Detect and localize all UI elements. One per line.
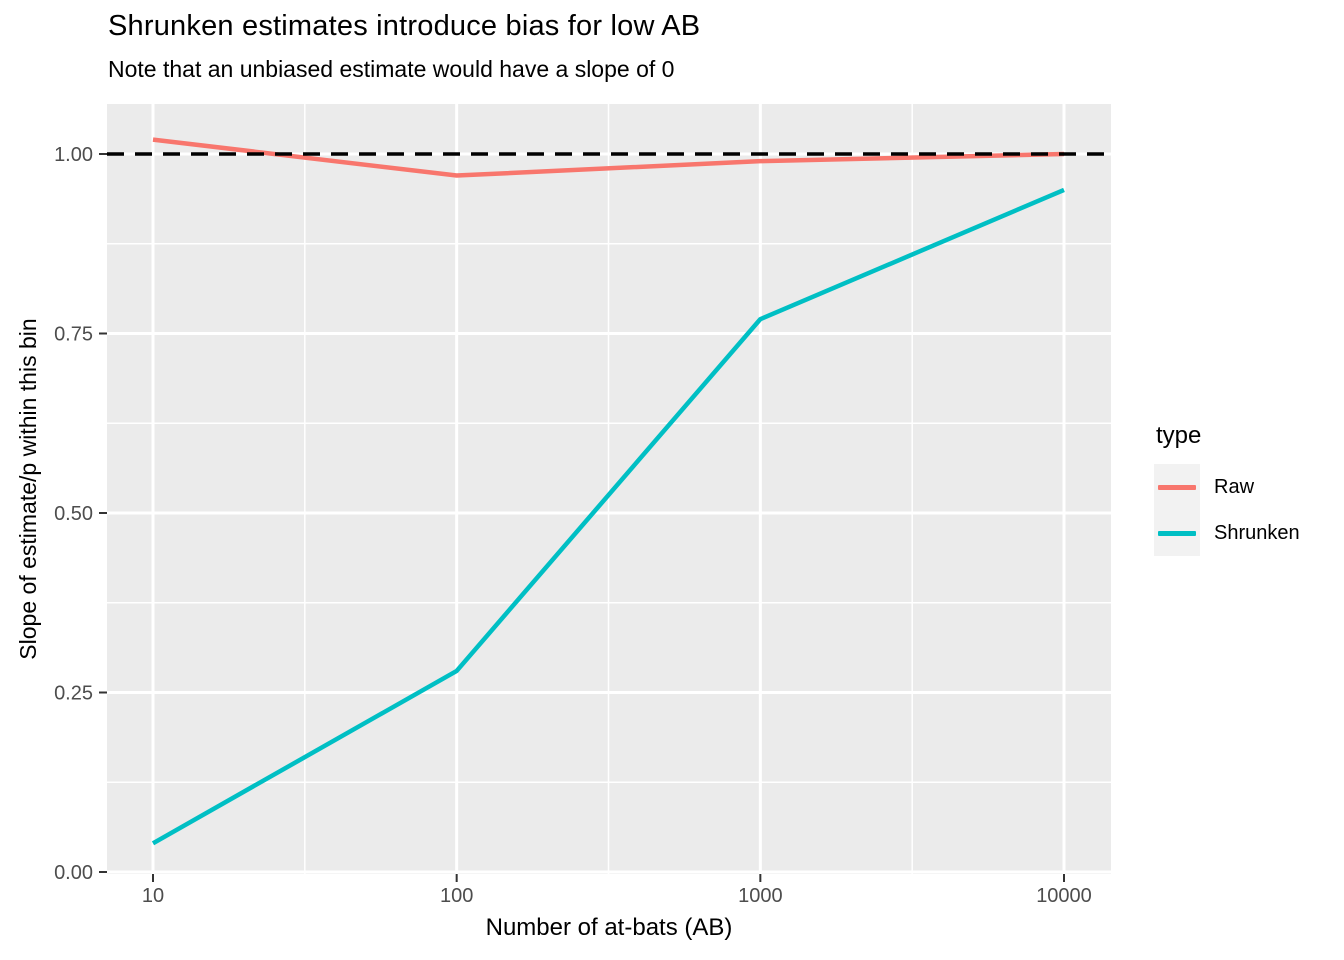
- chart-title: Shrunken estimates introduce bias for lo…: [108, 10, 701, 42]
- shrunken-line: [151, 187, 1065, 846]
- shrunken-line-swatch: [1158, 530, 1196, 536]
- raw-line: [152, 137, 1065, 178]
- legend-key-raw: [1154, 464, 1200, 510]
- y-tick-label: 0.00: [54, 862, 93, 884]
- raw-line-swatch: [1158, 484, 1196, 490]
- y-tick-label: 1.00: [54, 144, 93, 166]
- legend-entry-shrunken: Shrunken: [1154, 510, 1300, 556]
- legend-keys: Raw Shrunken: [1154, 464, 1300, 556]
- legend: type Raw Shrunken: [1154, 422, 1300, 556]
- x-tick-label: 100: [440, 885, 473, 907]
- chart-subtitle: Note that an unbiased estimate would hav…: [108, 56, 675, 82]
- x-tick-label: 1000: [738, 885, 783, 907]
- y-tick-label: 0.50: [54, 503, 93, 525]
- x-axis-title: Number of at-bats (AB): [485, 914, 733, 941]
- legend-title: type: [1156, 422, 1202, 449]
- y-axis-title: Slope of estimate/p within this bin: [15, 318, 41, 660]
- legend-entry-raw: Raw: [1154, 464, 1300, 510]
- legend-label-shrunken: Shrunken: [1214, 521, 1300, 544]
- y-tick-label: 0.25: [54, 683, 93, 705]
- x-tick-label: 10000: [1036, 885, 1092, 907]
- y-tick-label: 0.75: [54, 324, 93, 346]
- legend-key-shrunken: [1154, 510, 1200, 556]
- x-tick-label: 10: [142, 885, 164, 907]
- legend-label-raw: Raw: [1214, 475, 1255, 498]
